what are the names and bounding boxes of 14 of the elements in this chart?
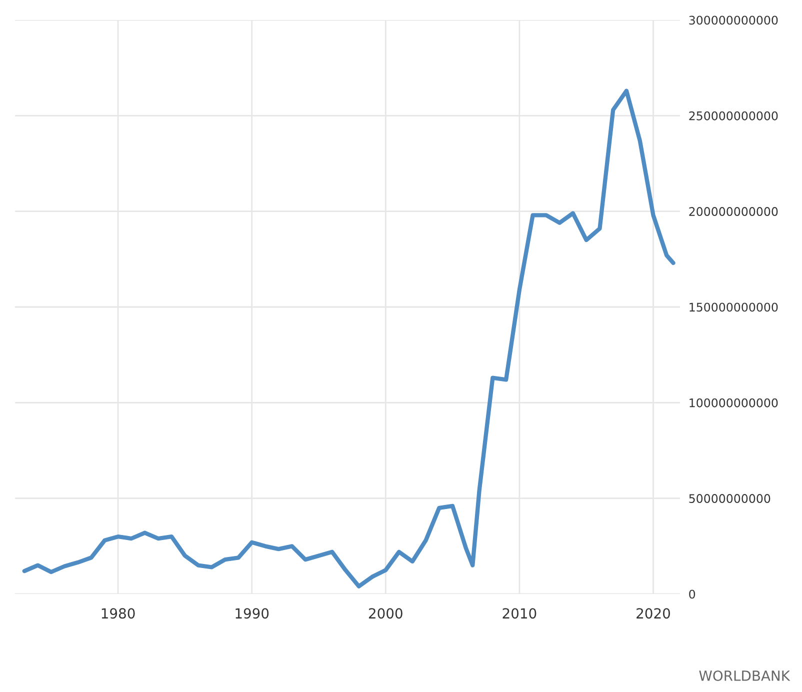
- x-tick-label: 1990: [236, 608, 269, 619]
- y-tick-label: 0: [689, 590, 696, 599]
- y-tick-label: 100000000000: [690, 398, 778, 408]
- y-tick-label: 150000000000: [690, 302, 778, 312]
- x-tick-label: 2020: [636, 608, 670, 619]
- y-tick-label: 50000000000: [689, 494, 770, 503]
- line-series: [22, 88, 676, 588]
- text: WORLDBANK: [699, 670, 790, 682]
- y-tick-label: 200000000000: [689, 207, 778, 216]
- x-tick-label: 1980: [102, 608, 135, 619]
- x-tick-label: 2010: [502, 608, 536, 619]
- x-tick-label: 2000: [368, 608, 402, 619]
- y-tick-label: 250000000000: [689, 111, 778, 120]
- y-tick-label: 300000000000: [689, 16, 778, 25]
